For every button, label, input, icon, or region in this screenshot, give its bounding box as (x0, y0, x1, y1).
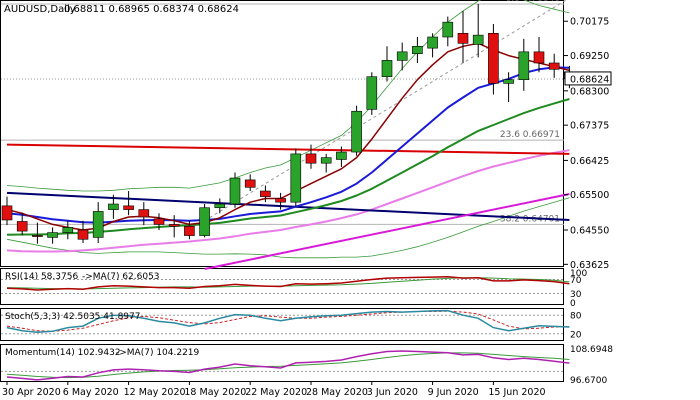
x-tick-label: 22 May 2020 (245, 387, 307, 398)
dashed-trend-line (204, 0, 568, 222)
rsi-ma-label: ->MA(7) 62.6053 (82, 272, 160, 282)
stoch-k-line (6, 309, 570, 334)
envelope-upper-line (6, 0, 570, 192)
y-tick-label: 100 (570, 269, 587, 279)
candle-body (275, 198, 286, 203)
y-tick-label: 0.68300 (570, 86, 609, 97)
navy-trend-line (6, 191, 570, 221)
main-panel-frame (0, 0, 564, 267)
candle-body (108, 203, 119, 210)
candle-body (47, 232, 58, 238)
y-tick-label: 0.63625 (570, 260, 609, 271)
x-tick-label: 3 Jun 2020 (367, 387, 418, 398)
candle-body (518, 51, 530, 80)
candle-body (229, 177, 241, 205)
y-tick-label: 0.67375 (570, 121, 609, 132)
momentum-ma-label: ->MA(7) 104.2219 (116, 348, 200, 358)
y-tick-label: 20 (570, 330, 582, 340)
y-tick-label: 0.70175 (570, 17, 609, 28)
candle-body (442, 21, 454, 38)
envelope-lower-line (6, 197, 570, 259)
candle-body (153, 218, 165, 225)
x-tick-label: 15 Jun 2020 (488, 387, 545, 398)
candle-body (199, 207, 210, 236)
candle-body (244, 179, 256, 188)
x-tick-label: 30 Apr 2020 (2, 387, 61, 398)
candle-body (548, 62, 560, 70)
x-tick-label: 6 May 2020 (63, 387, 119, 398)
candle-body (427, 36, 438, 49)
candle-body (533, 51, 545, 64)
y-tick-label: 0.69250 (570, 51, 609, 62)
y-tick-label: 0 (570, 299, 576, 309)
candle-body (396, 51, 408, 61)
candle-body (503, 79, 514, 84)
rsi-panel-frame (0, 268, 564, 305)
candle-body (457, 32, 469, 44)
stoch-label: Stoch(5,3,3) 42.5035 41.8977 (5, 312, 140, 322)
candle-body (168, 224, 180, 227)
candle-body (123, 205, 134, 210)
candle-body (381, 60, 393, 78)
candle-body (62, 227, 74, 233)
momentum-panel: 108.6948 96.6700 (1, 345, 613, 386)
red-trend-line (6, 143, 570, 155)
candle-body (488, 32, 499, 84)
candle-body (260, 190, 271, 197)
candle-body (214, 203, 226, 209)
stoch-panel-frame (0, 308, 564, 341)
y-tick-label: 0.66425 (570, 156, 609, 167)
last-price-box (564, 71, 612, 86)
candle-body (472, 34, 484, 45)
candle-body (138, 209, 150, 218)
y-tick-label: 0.65500 (570, 190, 609, 201)
momentum-line (6, 350, 570, 381)
momentum-label: Momentum(14) 102.9432 (5, 348, 121, 358)
x-tick-label: 28 May 2020 (306, 387, 368, 398)
pink-ma-line (6, 149, 570, 253)
main-panel: 0.0 0.70640 23.6 0.66971 38.2 0.64701 0.701… (1, 0, 612, 271)
candle-body (32, 235, 43, 237)
stoch-d-line (6, 310, 570, 332)
candle-body (351, 110, 362, 153)
y-tick-label: 96.6700 (570, 376, 607, 386)
x-tick-label: 12 May 2020 (124, 387, 186, 398)
symbol-label: AUDUSD,Daily (4, 4, 76, 15)
candle-body (412, 45, 423, 55)
last-price-label: 0.68624 (570, 74, 609, 85)
candle-body (77, 229, 89, 240)
x-tick-label: 9 Jun 2020 (428, 387, 479, 398)
candle-body (92, 211, 104, 238)
y-tick-label: 30 (570, 290, 582, 300)
fib-level-label: 23.6 0.66971 (500, 130, 560, 140)
stoch-panel: 80 20 (1, 309, 582, 340)
candle-body (16, 221, 28, 232)
magenta-trend-line (204, 193, 570, 270)
ohlc-label: 0.68811 0.68965 0.68374 0.68624 (64, 4, 239, 15)
candle-body (366, 76, 378, 110)
rsi-line (6, 275, 570, 291)
candle-body (184, 225, 195, 236)
candle-body (290, 153, 302, 203)
candle-body (305, 153, 317, 164)
x-tick-label: 18 May 2020 (184, 387, 246, 398)
candle-body (320, 157, 332, 164)
fib-level-label: 0.0 0.70640 (506, 0, 561, 4)
y-tick-label: 80 (570, 312, 582, 322)
y-tick-label: 108.6948 (570, 345, 613, 355)
y-tick-label: 0.64550 (570, 225, 609, 236)
fib-level-label: 38.2 0.64701 (500, 214, 560, 224)
rsi-label: RSI(14) 58.3756 (5, 272, 78, 282)
panel-frames (0, 0, 564, 382)
y-tick-label: 70 (570, 276, 582, 286)
candle-body (336, 151, 347, 160)
candle-body (1, 205, 13, 221)
